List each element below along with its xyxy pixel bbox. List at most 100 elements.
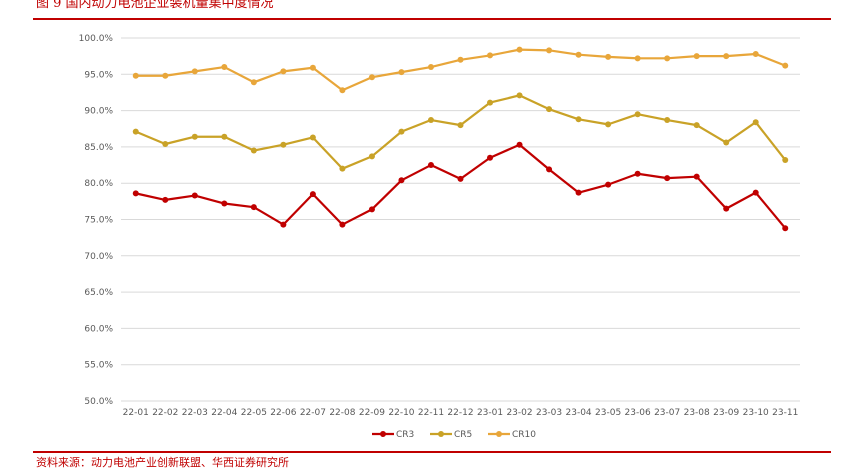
data-point — [398, 69, 405, 76]
x-tick-label: 23-11 — [772, 408, 798, 418]
data-point — [457, 122, 464, 129]
y-tick-label: 85.0% — [84, 143, 113, 153]
data-point — [250, 147, 257, 154]
legend-marker — [438, 431, 444, 437]
data-point — [575, 116, 582, 123]
legend-label: CR10 — [512, 430, 536, 440]
data-point — [368, 153, 375, 160]
data-point — [221, 200, 228, 207]
data-point — [221, 64, 228, 71]
series-line — [135, 94, 787, 170]
legend-label: CR3 — [396, 430, 414, 440]
data-point — [280, 141, 287, 148]
y-tick-label: 90.0% — [84, 107, 113, 117]
data-point — [693, 122, 700, 129]
data-point — [664, 55, 671, 62]
legend-item: CR10 — [488, 430, 536, 440]
legend-marker — [380, 431, 386, 437]
chart: 100.0% 95.0% 90.0% 85.0% 80.0% 75.0% 70.0% 65.0… — [79, 34, 800, 440]
data-point — [132, 128, 139, 135]
x-tick-label: 23-06 — [625, 408, 651, 418]
data-point — [339, 165, 346, 172]
data-point — [516, 46, 523, 53]
y-tick-label: 65.0% — [84, 288, 113, 298]
series-cr3 — [132, 141, 789, 232]
data-point — [368, 74, 375, 81]
data-point — [516, 141, 523, 148]
x-tick-label: 22-08 — [329, 408, 355, 418]
data-point — [664, 117, 671, 124]
data-point — [339, 87, 346, 94]
y-tick-label: 75.0% — [84, 216, 113, 226]
data-point — [546, 166, 553, 173]
data-point — [605, 181, 612, 188]
series-cr10 — [132, 46, 789, 94]
data-point — [280, 68, 287, 75]
x-tick-label: 23-02 — [506, 408, 532, 418]
data-point — [546, 47, 553, 54]
x-tick-label: 22-11 — [418, 408, 444, 418]
top-rule — [33, 18, 831, 20]
data-point — [693, 173, 700, 180]
data-point — [398, 128, 405, 135]
y-tick-label: 80.0% — [84, 179, 113, 189]
y-tick-label: 60.0% — [84, 324, 113, 334]
x-tick-label: 23-03 — [536, 408, 562, 418]
source-note: 资料来源：动力电池产业创新联盟、华西证券研究所 — [36, 456, 289, 469]
data-point — [782, 156, 789, 163]
data-point — [487, 52, 494, 59]
data-point — [487, 154, 494, 161]
data-point — [634, 55, 641, 62]
data-point — [487, 99, 494, 106]
x-tick-label: 22-06 — [270, 408, 296, 418]
x-tick-label: 23-05 — [595, 408, 621, 418]
legend-label: CR5 — [454, 430, 472, 440]
data-point — [752, 119, 759, 126]
bottom-rule — [33, 451, 831, 453]
data-point — [575, 51, 582, 58]
data-point — [516, 92, 523, 99]
series-cr5 — [132, 92, 789, 172]
data-point — [398, 177, 405, 184]
data-point — [368, 206, 375, 213]
data-point — [723, 205, 730, 212]
x-tick-label: 22-07 — [300, 408, 326, 418]
x-tick-label: 22-12 — [447, 408, 473, 418]
data-point — [191, 68, 198, 75]
data-point — [162, 140, 169, 147]
data-point — [605, 121, 612, 128]
x-tick-label: 23-01 — [477, 408, 503, 418]
x-tick-label: 23-09 — [713, 408, 739, 418]
data-point — [250, 204, 257, 211]
series-line — [135, 143, 787, 229]
x-tick-label: 23-08 — [684, 408, 710, 418]
gridlines — [121, 37, 800, 402]
x-tick-label: 22-03 — [182, 408, 208, 418]
data-point — [634, 111, 641, 118]
data-point — [309, 64, 316, 71]
data-point — [221, 133, 228, 140]
data-point — [752, 189, 759, 196]
data-point — [782, 225, 789, 232]
data-point — [191, 192, 198, 199]
y-tick-label: 100.0% — [79, 34, 114, 44]
data-point — [546, 106, 553, 113]
data-point — [457, 56, 464, 63]
data-point — [752, 50, 759, 57]
y-tick-label: 55.0% — [84, 361, 113, 371]
data-point — [457, 175, 464, 182]
data-point — [427, 64, 434, 71]
data-point — [280, 221, 287, 228]
data-point — [723, 139, 730, 146]
x-tick-label: 23-07 — [654, 408, 680, 418]
data-point — [575, 189, 582, 196]
y-axis-ticks: 100.0% 95.0% 90.0% 85.0% 80.0% 75.0% 70.0% 65.0… — [79, 34, 114, 407]
data-point — [191, 133, 198, 140]
x-tick-label: 22-04 — [211, 408, 237, 418]
data-point — [634, 170, 641, 177]
data-point — [693, 53, 700, 60]
x-tick-label: 22-10 — [388, 408, 414, 418]
legend-item: CR5 — [430, 430, 472, 440]
data-point — [132, 190, 139, 197]
x-axis-ticks: 22-01 22-02 22-03 22-04 22-05 22-06 22-07 22-08… — [123, 408, 799, 418]
